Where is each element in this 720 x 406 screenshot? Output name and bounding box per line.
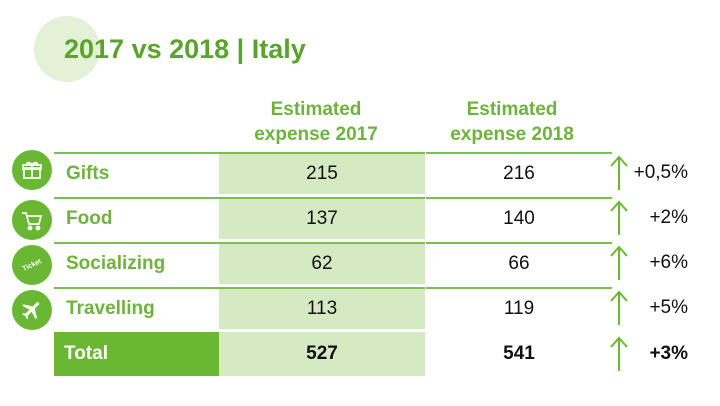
arrow-up-icon [610,200,628,235]
arrow-up-icon [610,290,628,325]
total-change-percent: +3% [649,343,688,364]
total-value-2018: 541 [503,343,535,364]
gift-icon [12,150,52,190]
column-header-2018: Estimated expense 2018 [412,97,612,147]
total-value-2017: 527 [219,332,425,376]
value-2017: 137 [219,197,425,239]
value-2018: 140 [426,197,612,239]
total-label: Total [54,332,219,376]
arrow-up-icon [610,245,628,280]
value-2017: 215 [219,152,425,194]
ticket-icon-text: Ticket [21,257,43,273]
ticket-icon: Ticket [12,245,52,285]
table-row-travelling: Travelling 113 119 +5% [0,287,720,331]
decorative-circle [34,16,100,82]
category-label: Gifts [54,152,219,194]
column-header-2017-line2: expense 2017 [254,124,378,145]
table-row-socializing: Ticket Socializing 62 66 +6% [0,242,720,286]
value-2017: 62 [219,242,425,284]
value-2018: 66 [426,242,612,284]
category-label: Travelling [54,287,219,329]
value-2017: 113 [219,287,425,329]
change-percent: +5% [649,297,688,318]
table-row-total: Total 527 541 +3% [0,332,720,376]
airplane-icon [12,290,52,330]
arrow-up-icon [610,155,628,190]
column-header-2018-line2: expense 2018 [450,124,574,145]
change-percent: +0,5% [633,162,688,183]
category-label: Socializing [54,242,219,284]
column-header-2017-line1: Estimated [270,99,362,120]
page-title: 2017 vs 2018 | Italy [64,34,306,64]
value-2018: 119 [426,287,612,329]
shopping-cart-icon [12,200,52,240]
column-header-2017: Estimated expense 2017 [216,97,416,147]
category-label: Food [54,197,219,239]
value-2018: 216 [426,152,612,194]
table-row-food: Food 137 140 +2% [0,197,720,241]
table-row-gifts: Gifts 215 216 +0,5% [0,150,720,196]
column-header-2018-line1: Estimated [466,99,558,120]
change-percent: +2% [649,207,688,228]
arrow-up-icon [610,336,628,371]
change-percent: +6% [649,252,688,273]
